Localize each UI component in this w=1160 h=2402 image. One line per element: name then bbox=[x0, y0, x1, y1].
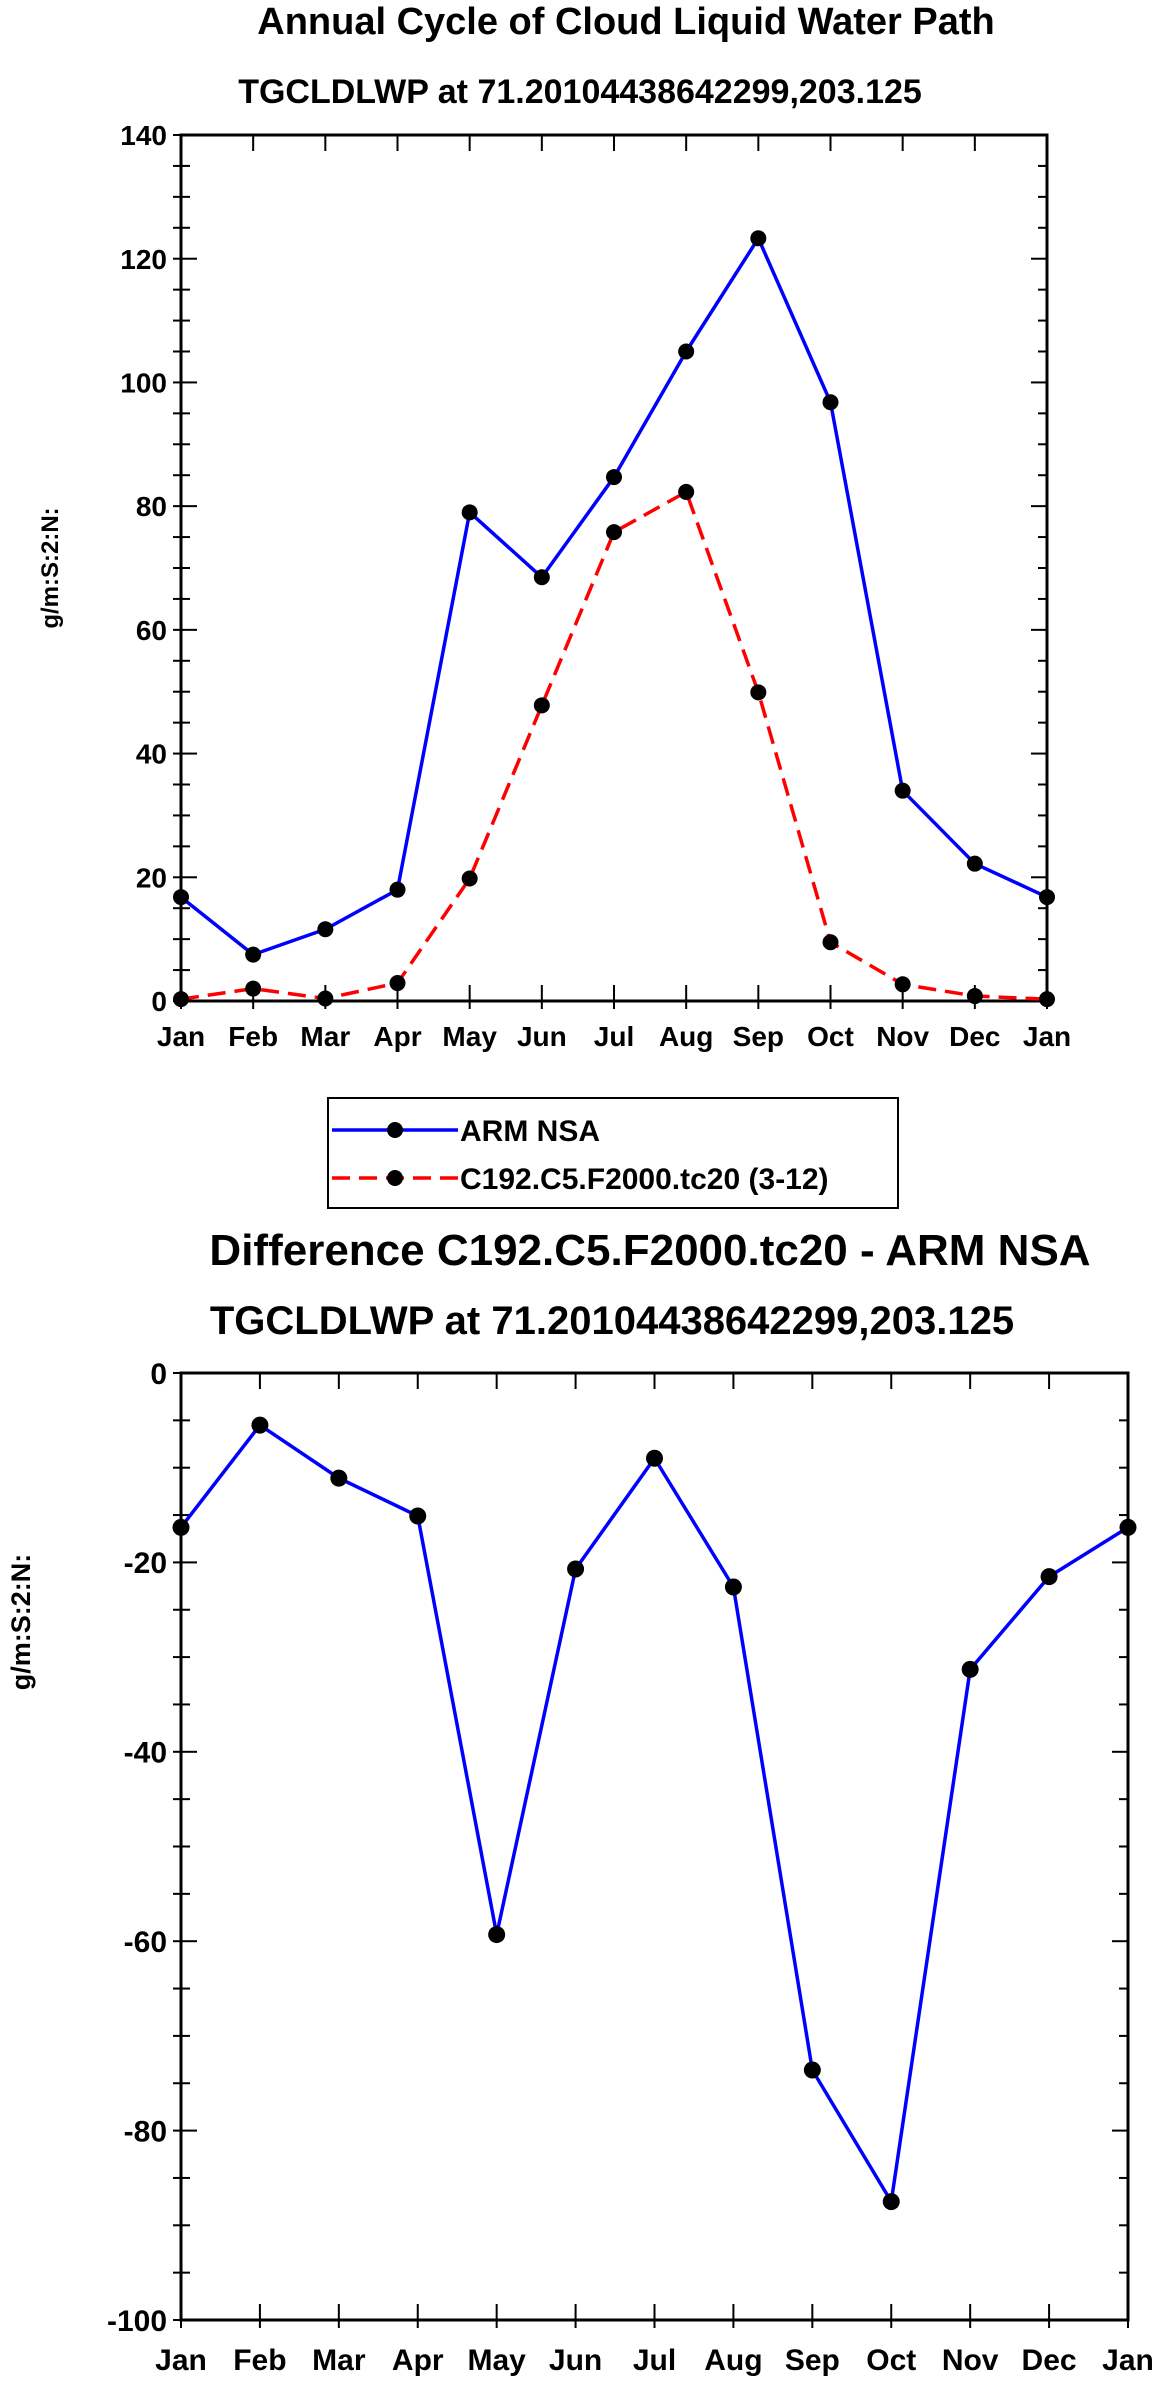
bottom-x-tick-label: Apr bbox=[392, 2344, 444, 2377]
top-x-tick-label: Jul bbox=[594, 1021, 634, 1052]
top-data-point-arm-nsa bbox=[245, 946, 262, 963]
top-x-tick-label: May bbox=[442, 1021, 497, 1052]
bottom-x-tick-label: Nov bbox=[942, 2344, 999, 2377]
top-x-tick-label: Dec bbox=[949, 1021, 1000, 1052]
top-data-point-c192-c5-f2000-tc20-3-12 bbox=[894, 976, 911, 993]
top-y-tick-label: 80 bbox=[136, 491, 167, 522]
top-x-tick-label: Jan bbox=[157, 1021, 205, 1052]
bottom-x-tick-label: Mar bbox=[312, 2344, 366, 2377]
top-data-point-arm-nsa bbox=[461, 504, 478, 521]
top-x-tick-label: Apr bbox=[373, 1021, 421, 1052]
bottom-data-point-difference bbox=[488, 1926, 506, 1944]
top-plot-area: 0 20 40 60 80 100 120 140 Jan Feb Mar Apr May Jun Jul A… bbox=[120, 120, 1071, 1052]
bottom-chart-y-axis-label: g/m:S:2:N: bbox=[6, 1554, 36, 1691]
top-x-tick-label: Jun bbox=[517, 1021, 567, 1052]
bottom-data-point-difference bbox=[1040, 1568, 1058, 1586]
top-data-point-c192-c5-f2000-tc20-3-12 bbox=[533, 697, 550, 714]
top-data-point-c192-c5-f2000-tc20-3-12 bbox=[606, 524, 622, 541]
bottom-plot-area: -100 -80 -60 -40 -20 0 Jan Feb Mar Apr May Jun Jul Au… bbox=[107, 1358, 1154, 2377]
top-data-point-arm-nsa bbox=[966, 855, 983, 872]
bottom-data-point-difference bbox=[330, 1469, 348, 1487]
bottom-x-tick-label: Dec bbox=[1022, 2344, 1077, 2377]
top-data-point-arm-nsa bbox=[606, 469, 622, 486]
bottom-x-tick-label: May bbox=[467, 2344, 526, 2377]
bottom-x-tick-label: Jan bbox=[1102, 2344, 1154, 2377]
top-y-tick-label: 120 bbox=[120, 244, 167, 275]
top-data-point-arm-nsa bbox=[389, 881, 406, 898]
top-series-line-c192-c5-f2000-tc20-3-12 bbox=[180, 490, 1048, 1001]
top-series-line-arm-nsa bbox=[179, 236, 1048, 957]
top-data-point-c192-c5-f2000-tc20-3-12 bbox=[389, 975, 406, 992]
legend-label-arm-nsa: ARM NSA bbox=[460, 1115, 600, 1148]
top-data-point-arm-nsa bbox=[317, 921, 334, 938]
top-x-tick-label: Jan bbox=[1023, 1021, 1071, 1052]
top-y-tick-label: 0 bbox=[151, 986, 167, 1017]
bottom-data-point-difference bbox=[1119, 1518, 1137, 1536]
bottom-data-point-difference bbox=[724, 1578, 742, 1596]
top-data-point-c192-c5-f2000-tc20-3-12 bbox=[750, 684, 767, 701]
top-data-point-c192-c5-f2000-tc20-3-12 bbox=[173, 991, 189, 1008]
bottom-chart-subtitle: TGCLDLWP at 71.20104438642299,203.125 bbox=[210, 1299, 1014, 1343]
bottom-x-tick-label: Oct bbox=[866, 2344, 916, 2377]
top-data-point-c192-c5-f2000-tc20-3-12 bbox=[822, 934, 839, 951]
top-chart-subtitle: TGCLDLWP at 71.20104438642299,203.125 bbox=[238, 73, 922, 111]
top-data-point-arm-nsa bbox=[173, 889, 189, 906]
bottom-series-line-difference bbox=[179, 1423, 1129, 2204]
legend: ARM NSA C192.C5.F2000.tc20 (3-12) bbox=[327, 1097, 899, 1209]
bottom-data-point-difference bbox=[409, 1507, 427, 1525]
bottom-x-tick-label: Jul bbox=[633, 2344, 676, 2377]
bottom-data-point-difference bbox=[646, 1449, 663, 1467]
bottom-y-tick-label: 0 bbox=[150, 1358, 167, 1391]
top-data-point-c192-c5-f2000-tc20-3-12 bbox=[317, 990, 334, 1007]
top-x-tick-label: Nov bbox=[876, 1021, 929, 1052]
legend-label-model: C192.C5.F2000.tc20 (3-12) bbox=[460, 1163, 829, 1196]
top-data-point-c192-c5-f2000-tc20-3-12 bbox=[966, 988, 983, 1005]
top-data-point-c192-c5-f2000-tc20-3-12 bbox=[1039, 991, 1055, 1008]
top-data-point-arm-nsa bbox=[533, 569, 550, 586]
bottom-x-tick-label: Sep bbox=[785, 2344, 840, 2377]
bottom-data-point-difference bbox=[961, 1660, 979, 1678]
top-y-tick-label: 60 bbox=[136, 615, 167, 646]
legend-marker-arm-nsa bbox=[387, 1122, 403, 1138]
top-data-point-arm-nsa bbox=[750, 230, 767, 247]
bottom-plot-frame bbox=[179, 1371, 1130, 2322]
top-data-point-c192-c5-f2000-tc20-3-12 bbox=[678, 483, 695, 500]
top-x-tick-label: Feb bbox=[228, 1021, 278, 1052]
top-data-point-arm-nsa bbox=[1039, 889, 1055, 906]
top-data-point-c192-c5-f2000-tc20-3-12 bbox=[245, 980, 262, 997]
bottom-x-tick-label: Aug bbox=[704, 2344, 762, 2377]
top-data-point-c192-c5-f2000-tc20-3-12 bbox=[461, 870, 478, 887]
bottom-chart-title: Difference C192.C5.F2000.tc20 - ARM NSA bbox=[209, 1226, 1090, 1275]
bottom-data-point-difference bbox=[882, 2193, 900, 2211]
bottom-y-tick-label: -20 bbox=[124, 1547, 167, 1580]
top-x-tick-label: Oct bbox=[807, 1021, 854, 1052]
top-y-tick-label: 100 bbox=[120, 368, 167, 399]
top-chart-y-axis-label: g/m:S:2:N: bbox=[37, 507, 64, 628]
legend-marker-model bbox=[387, 1170, 403, 1186]
top-data-point-arm-nsa bbox=[822, 394, 839, 411]
top-plot-frame bbox=[179, 133, 1049, 1003]
bottom-y-tick-label: -80 bbox=[124, 2115, 167, 2148]
legend-box bbox=[327, 1097, 899, 1209]
bottom-x-tick-label: Jan bbox=[155, 2344, 207, 2377]
top-y-tick-label: 40 bbox=[136, 739, 167, 770]
bottom-y-tick-label: -40 bbox=[124, 1737, 167, 1770]
bottom-data-point-difference bbox=[172, 1518, 190, 1536]
top-x-tick-label: Aug bbox=[659, 1021, 713, 1052]
bottom-y-tick-label: -100 bbox=[107, 2305, 167, 2338]
top-y-tick-label: 20 bbox=[136, 862, 167, 893]
bottom-data-point-difference bbox=[567, 1560, 585, 1578]
bottom-y-tick-label: -60 bbox=[124, 1926, 167, 1959]
top-chart-title: Annual Cycle of Cloud Liquid Water Path bbox=[257, 1, 995, 43]
top-x-tick-label: Mar bbox=[300, 1021, 350, 1052]
bottom-data-point-difference bbox=[803, 2061, 821, 2079]
top-data-point-arm-nsa bbox=[894, 782, 911, 799]
top-data-point-arm-nsa bbox=[678, 343, 695, 360]
bottom-x-tick-label: Jun bbox=[549, 2344, 602, 2377]
top-y-tick-label: 140 bbox=[120, 120, 167, 151]
bottom-data-point-difference bbox=[251, 1416, 269, 1434]
top-x-tick-label: Sep bbox=[733, 1021, 784, 1052]
bottom-x-tick-label: Feb bbox=[233, 2344, 286, 2377]
